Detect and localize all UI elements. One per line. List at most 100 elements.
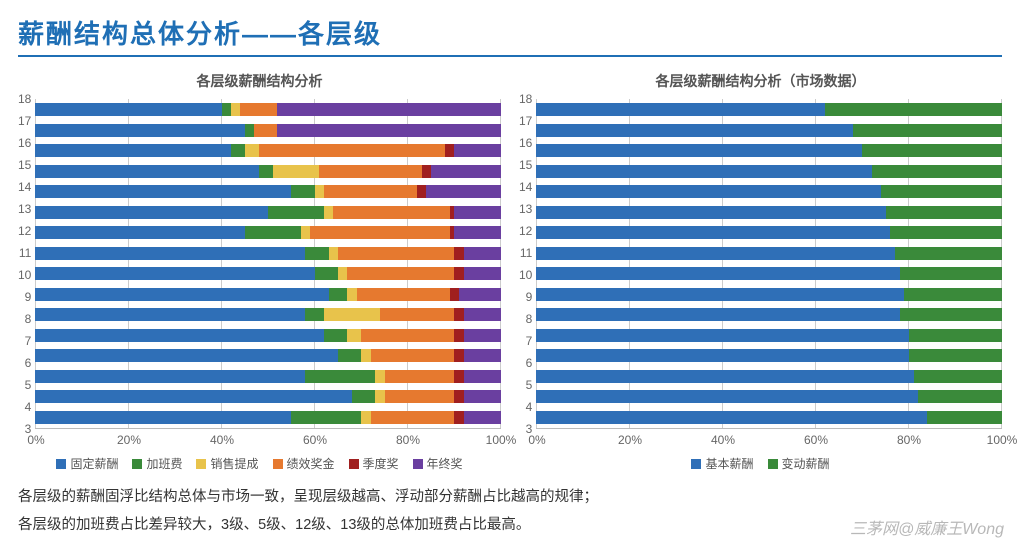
bar-segment [536, 288, 904, 301]
legend-item: 年终奖 [413, 455, 463, 472]
bar-segment [35, 349, 338, 362]
bar-segment [352, 390, 375, 403]
bar-segment [35, 185, 291, 198]
bar-row [35, 185, 501, 198]
legend-label: 固定薪酬 [70, 455, 118, 472]
bar-segment [371, 411, 455, 424]
legend-label: 季度奖 [363, 455, 399, 472]
title-rule [18, 55, 1002, 57]
bar-segment [35, 329, 324, 342]
bar-segment [825, 103, 1002, 116]
bar-row [35, 390, 501, 403]
bar-segment [338, 267, 347, 280]
bar-segment [35, 288, 328, 301]
left-x-axis: 0%20%40%60%80%100% [36, 433, 501, 447]
bar-segment [454, 370, 463, 383]
bar-segment [464, 370, 501, 383]
bar-segment [536, 124, 853, 137]
bar-row [35, 144, 501, 157]
bar-segment [454, 267, 463, 280]
bar-segment [445, 144, 454, 157]
bar-segment [301, 226, 310, 239]
bar-row [536, 165, 1002, 178]
bar-segment [35, 124, 245, 137]
note-line-1: 各层级的薪酬固浮比结构总体与市场一致，呈现层级越高、浮动部分薪酬占比越高的规律； [18, 484, 1002, 512]
right-plot [536, 99, 1002, 429]
bar-segment [371, 349, 455, 362]
bar-segment [918, 390, 1002, 403]
bar-segment [259, 144, 445, 157]
bar-segment [417, 185, 426, 198]
bar-segment [305, 308, 324, 321]
charts-row: 各层级薪酬结构分析 1817161514131211109876543 0%20… [18, 65, 1002, 472]
bar-segment [862, 144, 1002, 157]
bar-segment [927, 411, 1002, 424]
bar-segment [361, 329, 454, 342]
right-chart-panel: 各层级薪酬结构分析（市场数据） 181716151413121110987654… [519, 65, 1002, 472]
bar-segment [385, 390, 455, 403]
bar-segment [536, 349, 909, 362]
bar-segment [35, 226, 245, 239]
bar-segment [240, 103, 277, 116]
legend-swatch [768, 459, 778, 469]
left-legend: 固定薪酬加班费销售提成绩效奖金季度奖年终奖 [18, 455, 501, 472]
bar-segment [422, 165, 431, 178]
bar-segment [259, 165, 273, 178]
legend-swatch [132, 459, 142, 469]
bar-segment [305, 247, 328, 260]
bar-row [536, 370, 1002, 383]
bar-row [536, 390, 1002, 403]
bar-segment [35, 308, 305, 321]
legend-item: 固定薪酬 [56, 455, 118, 472]
bar-segment [35, 370, 305, 383]
legend-swatch [56, 459, 66, 469]
bar-segment [454, 390, 463, 403]
bar-segment [222, 103, 231, 116]
bar-row [536, 144, 1002, 157]
bar-segment [305, 370, 375, 383]
bar-row [536, 247, 1002, 260]
bar-segment [454, 411, 463, 424]
bar-row [35, 288, 501, 301]
bar-row [35, 349, 501, 362]
bar-segment [338, 349, 361, 362]
bar-segment [245, 226, 301, 239]
bar-segment [245, 124, 254, 137]
bar-segment [454, 247, 463, 260]
bar-segment [464, 390, 501, 403]
legend-item: 基本薪酬 [691, 455, 753, 472]
bar-segment [329, 288, 348, 301]
right-legend: 基本薪酬变动薪酬 [519, 455, 1002, 472]
bar-segment [338, 247, 454, 260]
bar-segment [536, 185, 881, 198]
bar-row [35, 329, 501, 342]
bar-row [35, 411, 501, 424]
bar-segment [245, 144, 259, 157]
bar-segment [35, 206, 268, 219]
bar-segment [268, 206, 324, 219]
bar-segment [536, 103, 825, 116]
bar-segment [909, 349, 1002, 362]
bar-segment [375, 370, 384, 383]
bar-segment [454, 349, 463, 362]
bar-segment [324, 206, 333, 219]
bar-segment [35, 247, 305, 260]
legend-item: 绩效奖金 [273, 455, 335, 472]
legend-item: 季度奖 [349, 455, 399, 472]
bar-segment [291, 411, 361, 424]
bar-row [536, 226, 1002, 239]
bar-segment [231, 103, 240, 116]
bar-segment [464, 308, 501, 321]
bar-segment [459, 288, 501, 301]
bar-row [536, 349, 1002, 362]
bar-segment [454, 329, 463, 342]
bar-segment [872, 165, 1002, 178]
bar-segment [380, 308, 455, 321]
notes-block: 各层级的薪酬固浮比结构总体与市场一致，呈现层级越高、浮动部分薪酬占比越高的规律；… [18, 484, 1002, 539]
bar-segment [536, 411, 927, 424]
legend-swatch [691, 459, 701, 469]
bar-segment [881, 185, 1002, 198]
bar-segment [536, 206, 885, 219]
bar-segment [536, 267, 899, 280]
bar-segment [315, 185, 324, 198]
